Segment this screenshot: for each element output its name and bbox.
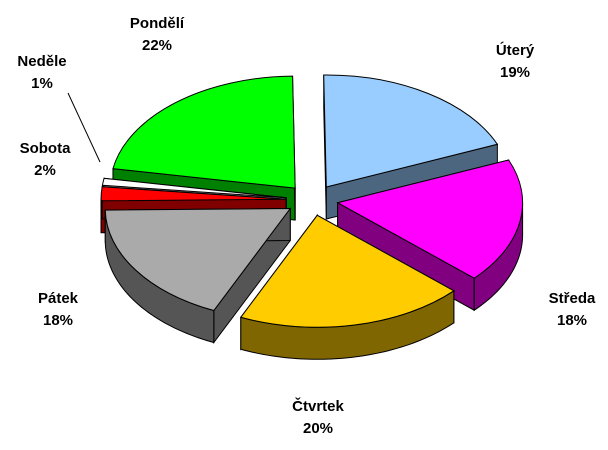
value-label: 19% [500, 64, 530, 81]
slice-label: Čtvrtek [292, 397, 344, 415]
leader-line [67, 92, 101, 163]
slice-label: Pátek [38, 290, 79, 307]
slice [323, 74, 499, 188]
slice-label: Pondělí [130, 15, 185, 32]
value-label: 1% [31, 75, 53, 92]
value-label: 18% [43, 312, 73, 329]
slice-label: Úterý [496, 41, 535, 59]
value-label: 18% [557, 312, 587, 329]
slice-label: Neděle [17, 53, 66, 70]
slice [336, 159, 524, 279]
slice [100, 186, 287, 202]
value-label: 2% [34, 162, 56, 179]
value-label: 20% [303, 420, 333, 437]
slice-label: Středa [549, 290, 596, 307]
slice [112, 75, 296, 189]
slice-label: Sobota [20, 140, 71, 157]
slice [104, 208, 292, 312]
slice [101, 177, 287, 199]
value-label: 22% [142, 37, 172, 54]
slice [239, 214, 455, 328]
